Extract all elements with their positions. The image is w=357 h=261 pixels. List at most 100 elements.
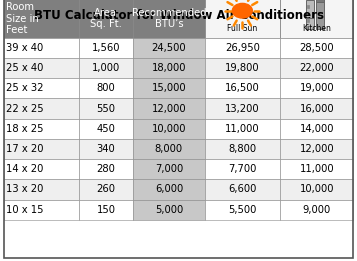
Bar xyxy=(133,0,205,38)
Bar xyxy=(4,0,79,38)
Bar xyxy=(280,58,353,78)
Bar xyxy=(280,0,353,38)
Bar xyxy=(79,179,133,200)
Text: 11,000: 11,000 xyxy=(225,124,260,134)
Text: 39 x 40: 39 x 40 xyxy=(6,43,44,53)
Text: 5,000: 5,000 xyxy=(155,205,183,215)
Text: 8,800: 8,800 xyxy=(228,144,256,154)
Bar xyxy=(205,200,280,220)
Text: Room
Size in
Feet: Room Size in Feet xyxy=(6,2,39,35)
Text: 18,000: 18,000 xyxy=(152,63,186,73)
Text: 1,560: 1,560 xyxy=(92,43,120,53)
Text: 15,000: 15,000 xyxy=(152,83,186,93)
Text: 17 x 20: 17 x 20 xyxy=(6,144,44,154)
Text: 16,500: 16,500 xyxy=(225,83,260,93)
Text: 7,700: 7,700 xyxy=(228,164,257,174)
Bar xyxy=(205,139,280,159)
Bar xyxy=(316,0,324,2)
Text: 280: 280 xyxy=(96,164,115,174)
Bar xyxy=(205,179,280,200)
Bar xyxy=(280,159,353,179)
Bar xyxy=(205,159,280,179)
Bar xyxy=(316,2,324,29)
Bar xyxy=(280,38,353,58)
Bar xyxy=(4,119,79,139)
Bar xyxy=(79,78,133,98)
Bar xyxy=(79,159,133,179)
Circle shape xyxy=(232,3,252,18)
Text: 6,000: 6,000 xyxy=(155,185,183,194)
Text: Kitchen: Kitchen xyxy=(302,24,331,33)
Text: 150: 150 xyxy=(96,205,115,215)
Text: 5,500: 5,500 xyxy=(228,205,257,215)
Bar xyxy=(205,58,280,78)
Text: 24,500: 24,500 xyxy=(152,43,186,53)
Text: 12,000: 12,000 xyxy=(300,144,334,154)
Text: 9,000: 9,000 xyxy=(303,205,331,215)
Text: 16,000: 16,000 xyxy=(300,104,334,114)
Text: 550: 550 xyxy=(96,104,115,114)
Text: Full Sun: Full Sun xyxy=(227,24,257,33)
Bar xyxy=(205,38,280,58)
Text: 12,000: 12,000 xyxy=(152,104,186,114)
Text: 19,800: 19,800 xyxy=(225,63,260,73)
Bar xyxy=(133,179,205,200)
Text: 25 x 32: 25 x 32 xyxy=(6,83,44,93)
Text: 26,950: 26,950 xyxy=(225,43,260,53)
Text: 13,200: 13,200 xyxy=(225,104,260,114)
Bar xyxy=(79,98,133,119)
Bar xyxy=(79,38,133,58)
Text: 14,000: 14,000 xyxy=(300,124,334,134)
Bar xyxy=(133,139,205,159)
Bar xyxy=(79,119,133,139)
Text: 18 x 25: 18 x 25 xyxy=(6,124,44,134)
Text: 7,000: 7,000 xyxy=(155,164,183,174)
Bar xyxy=(280,78,353,98)
Text: 11,000: 11,000 xyxy=(300,164,334,174)
Text: 10 x 15: 10 x 15 xyxy=(6,205,44,215)
Bar xyxy=(280,119,353,139)
Text: Recommended
BTU’s: Recommended BTU’s xyxy=(132,8,206,29)
Bar xyxy=(280,98,353,119)
Text: 260: 260 xyxy=(96,185,115,194)
Bar xyxy=(307,19,308,22)
Bar xyxy=(133,98,205,119)
Text: 13 x 20: 13 x 20 xyxy=(6,185,44,194)
Text: 28,500: 28,500 xyxy=(300,43,334,53)
Bar xyxy=(205,0,280,38)
Text: 800: 800 xyxy=(96,83,115,93)
Bar xyxy=(79,0,133,38)
Bar xyxy=(307,5,308,8)
Bar xyxy=(280,139,353,159)
Text: 450: 450 xyxy=(96,124,115,134)
Bar xyxy=(4,159,79,179)
Text: 14 x 20: 14 x 20 xyxy=(6,164,44,174)
Bar xyxy=(4,200,79,220)
Text: 10,000: 10,000 xyxy=(300,185,334,194)
Bar xyxy=(79,200,133,220)
Bar xyxy=(79,139,133,159)
Bar xyxy=(280,179,353,200)
Bar xyxy=(4,98,79,119)
Bar xyxy=(306,1,314,29)
Bar xyxy=(4,139,79,159)
Bar xyxy=(205,98,280,119)
Text: 10,000: 10,000 xyxy=(152,124,186,134)
Bar xyxy=(133,159,205,179)
Bar xyxy=(205,119,280,139)
Text: BTU Calculator for Window Air Conditioners: BTU Calculator for Window Air Conditione… xyxy=(34,9,323,22)
Text: 6,600: 6,600 xyxy=(228,185,257,194)
Text: 25 x 40: 25 x 40 xyxy=(6,63,44,73)
Bar xyxy=(133,38,205,58)
Bar xyxy=(4,58,79,78)
Bar xyxy=(133,200,205,220)
Text: 19,000: 19,000 xyxy=(300,83,334,93)
Text: 8,000: 8,000 xyxy=(155,144,183,154)
Bar xyxy=(4,78,79,98)
Bar xyxy=(4,179,79,200)
Text: Area
Sq. Ft.: Area Sq. Ft. xyxy=(90,8,122,29)
Bar xyxy=(133,58,205,78)
Text: 1,000: 1,000 xyxy=(92,63,120,73)
Bar xyxy=(133,78,205,98)
Bar xyxy=(205,78,280,98)
